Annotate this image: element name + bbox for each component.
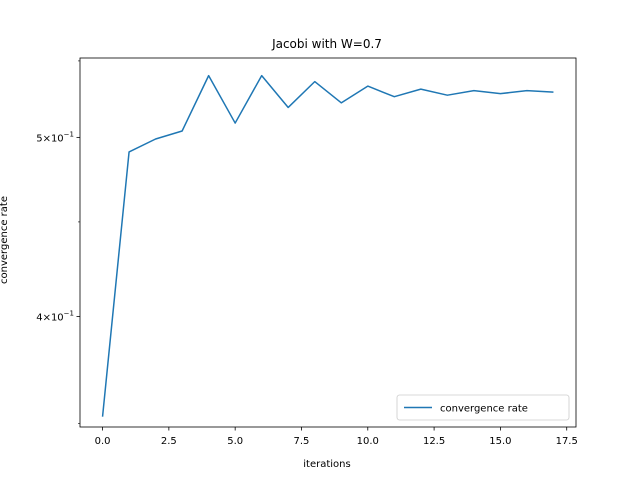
- x-tick-label: 5.0: [227, 436, 243, 447]
- x-tick-label: 2.5: [161, 436, 177, 447]
- y-tick-label: 4×10−1: [36, 309, 74, 323]
- x-axis-label: iterations: [303, 459, 350, 470]
- legend-label: convergence rate: [440, 404, 528, 415]
- x-tick-label: 10.0: [357, 436, 379, 447]
- x-tick-label: 15.0: [489, 436, 511, 447]
- x-tick-label: 17.5: [556, 436, 578, 447]
- series-line-0: [101, 74, 554, 417]
- x-tick-label: 0.0: [95, 436, 111, 447]
- x-tick-label: 12.5: [423, 436, 445, 447]
- axes-frame: [79, 57, 577, 428]
- y-axis: 4×10−1 5×10−1: [36, 60, 80, 424]
- y-axis-label: convergence rate: [0, 196, 10, 284]
- plot-area: [79, 57, 577, 428]
- legend: convergence rate: [396, 394, 570, 421]
- y-tick-label: 5×10−1: [36, 130, 74, 144]
- x-tick-label: 7.5: [294, 436, 310, 447]
- legend-box: [396, 394, 570, 421]
- chart-title: Jacobi with W=0.7: [271, 37, 382, 51]
- x-axis: 0.0 2.5 5.0 7.5 10.0 12.5 15.0 17.5: [95, 427, 578, 447]
